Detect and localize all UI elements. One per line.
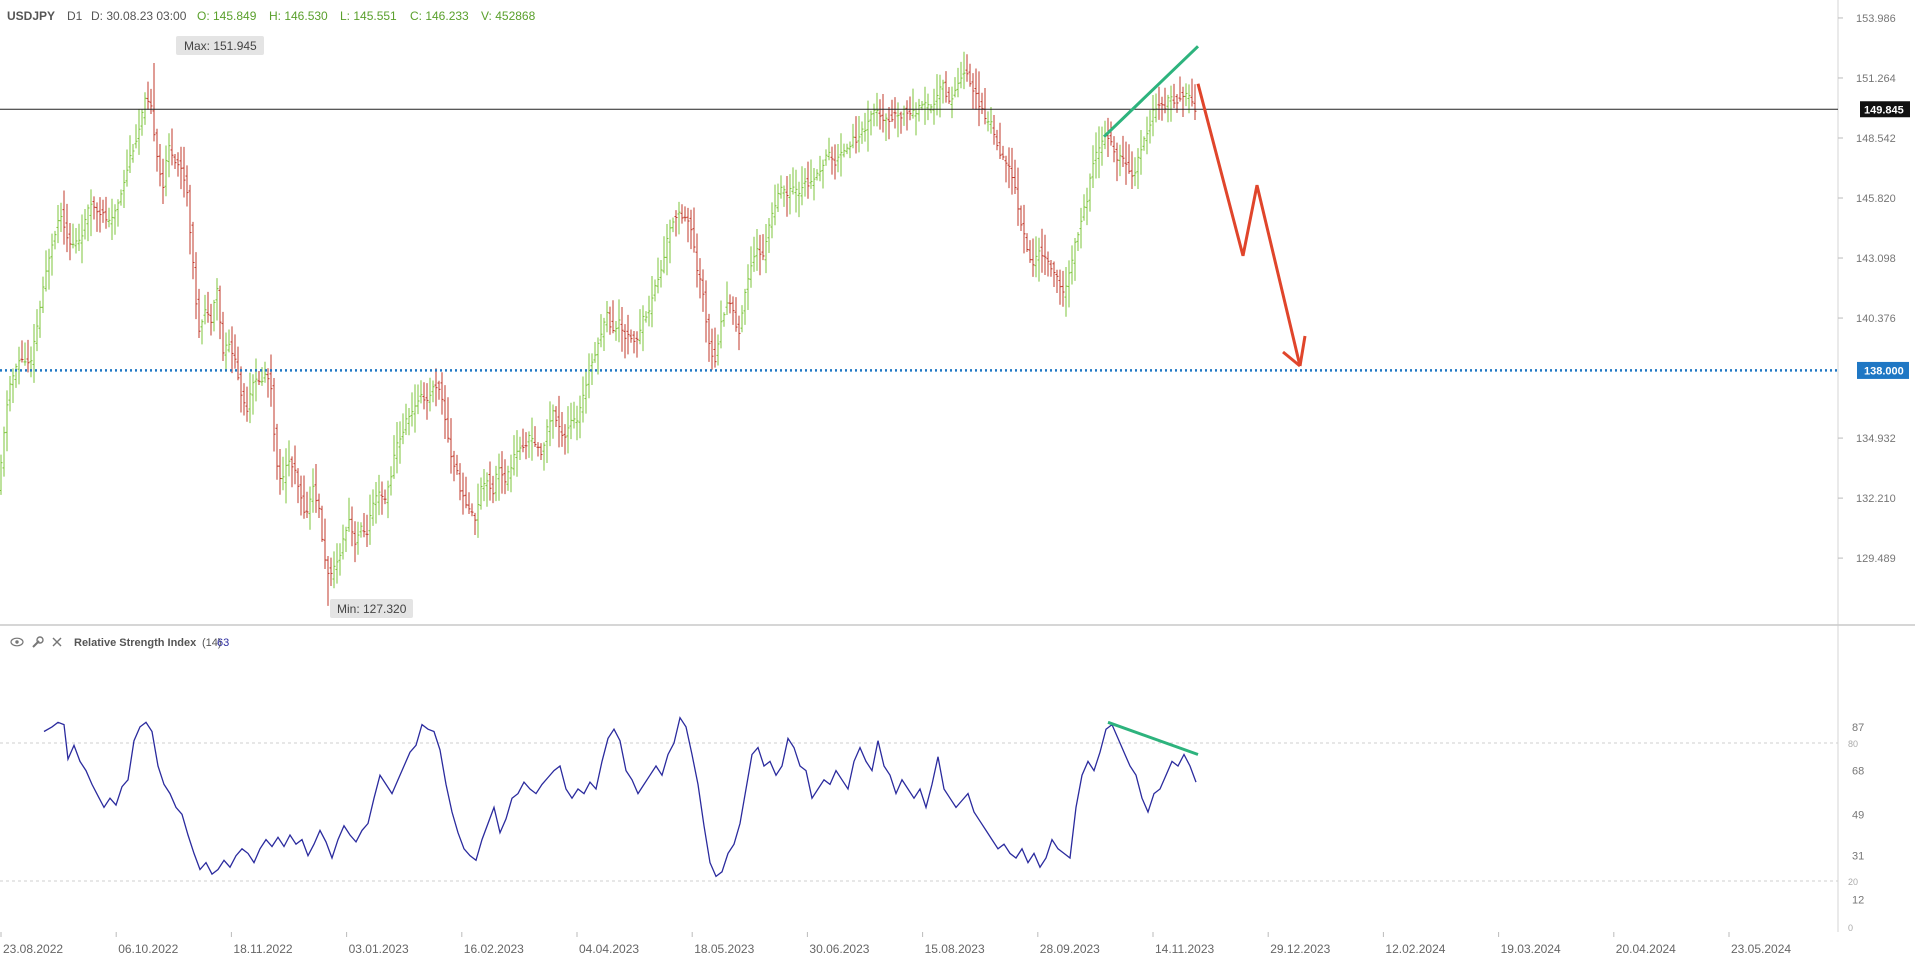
x-tick-label: 19.03.2024	[1501, 942, 1561, 956]
y-tick-label: 129.489	[1856, 553, 1896, 565]
high-label: H: 146.530	[269, 9, 328, 23]
rsi-tick-label: 12	[1852, 894, 1864, 906]
max-label-text: Max: 151.945	[184, 39, 257, 53]
x-tick-label: 30.06.2023	[809, 942, 869, 956]
x-tick-label: 15.08.2023	[925, 942, 985, 956]
rsi-line	[43, 716, 1197, 878]
x-tick-label: 16.02.2023	[464, 942, 524, 956]
rsi-tick-label: 87	[1852, 722, 1864, 734]
eye-icon[interactable]	[10, 637, 24, 647]
x-tick-label: 03.01.2023	[349, 942, 409, 956]
x-tick-label: 23.08.2022	[3, 942, 63, 956]
support-price-marker: 138.000	[1857, 361, 1909, 379]
projection-arrowhead	[1282, 335, 1307, 368]
date-x-axis: 23.08.2022 06.10.2022 18.11.2022 03.01.2023…	[0, 932, 1791, 956]
x-tick-label: 29.12.2023	[1270, 942, 1330, 956]
y-tick-label: 143.098	[1856, 253, 1896, 265]
x-tick-label: 20.04.2024	[1616, 942, 1676, 956]
y-tick-label: 148.542	[1856, 133, 1896, 145]
open-label: O: 145.849	[197, 9, 257, 23]
rsi-tick-label: 49	[1852, 809, 1864, 821]
rsi-y-axis: 87 80 68 49 31 20 12 0	[1848, 722, 1864, 933]
x-tick-label: 18.05.2023	[694, 942, 754, 956]
y-tick-label: 132.210	[1856, 493, 1896, 505]
date-label: D: 30.08.23 03:00	[91, 9, 187, 23]
rsi-header: Relative Strength Index (14) 63	[10, 636, 229, 649]
max-label: Max: 151.945	[176, 36, 264, 55]
candles-layer	[0, 51, 1197, 606]
support-price-text: 138.000	[1864, 365, 1904, 377]
price-y-axis: 153.986 151.264 148.542 145.820 143.098 140.3…	[1838, 13, 1896, 565]
rsi-tick-label: 20	[1848, 877, 1858, 887]
rsi-tick-label: 31	[1852, 851, 1864, 863]
price-panel[interactable]: 153.986 151.264 148.542 145.820 143.098 140.3…	[0, 0, 1915, 932]
y-tick-label: 151.264	[1856, 73, 1896, 85]
y-tick-label: 140.376	[1856, 313, 1896, 325]
timeframe-label: D1	[67, 9, 83, 23]
support-price-box	[1857, 361, 1909, 379]
x-tick-label: 04.04.2023	[579, 942, 639, 956]
current-price-text: 149.845	[1864, 104, 1904, 116]
x-tick-label: 28.09.2023	[1040, 942, 1100, 956]
wrench-icon[interactable]	[32, 636, 44, 648]
rsi-tick-label: 68	[1852, 766, 1864, 778]
volume-label: V: 452868	[481, 9, 536, 23]
current-price-box	[1860, 101, 1910, 118]
symbol-label[interactable]: USDJPY	[7, 9, 55, 23]
y-tick-label: 145.820	[1856, 193, 1896, 205]
x-tick-label: 18.11.2022	[233, 942, 292, 956]
y-tick-label: 153.986	[1856, 13, 1896, 25]
y-tick-label: 134.932	[1856, 433, 1896, 445]
x-tick-label: 14.11.2023	[1155, 942, 1214, 956]
price-trendline[interactable]	[1102, 45, 1200, 138]
rsi-value: 63	[217, 637, 229, 649]
ohlc-header: USDJPY D1 D: 30.08.23 03:00 O: 145.849 H…	[7, 9, 536, 23]
rsi-panel[interactable]: Relative Strength Index (14) 63 87 80 68 49…	[0, 636, 1864, 933]
low-label: L: 145.551	[340, 9, 397, 23]
x-tick-label: 23.05.2024	[1731, 942, 1791, 956]
close-icon[interactable]	[52, 637, 62, 647]
bearish-projection[interactable]	[1196, 83, 1302, 367]
rsi-tick-label: 0	[1848, 923, 1853, 933]
x-tick-label: 12.02.2024	[1385, 942, 1445, 956]
current-price-marker: 149.845	[1860, 101, 1910, 118]
close-label: C: 146.233	[410, 9, 469, 23]
rsi-trendline[interactable]	[1107, 720, 1199, 756]
rsi-tick-label: 80	[1848, 739, 1858, 749]
min-label: Min: 127.320	[330, 599, 413, 618]
rsi-name: Relative Strength Index	[74, 637, 197, 649]
rsi-period: (14)	[202, 637, 222, 649]
x-tick-label: 06.10.2022	[118, 942, 178, 956]
min-label-text: Min: 127.320	[337, 602, 407, 616]
